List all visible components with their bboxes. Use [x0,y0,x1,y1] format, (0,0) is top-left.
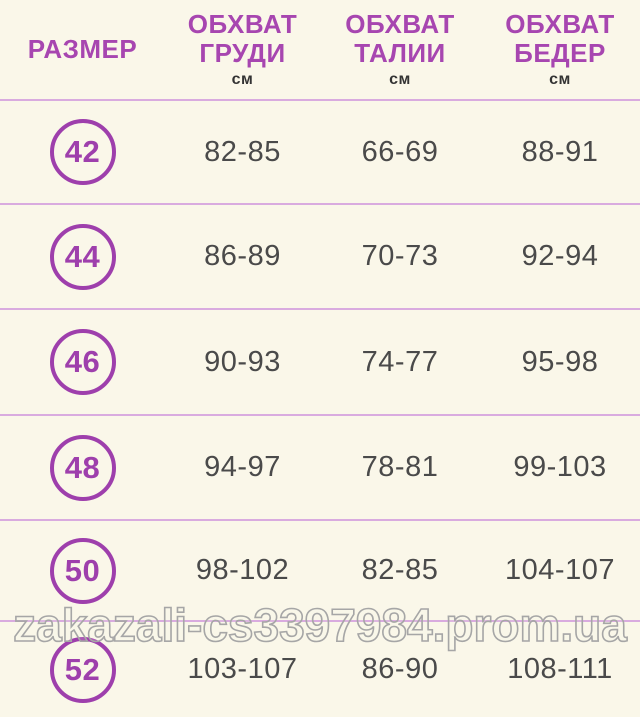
table-row: 50 98-102 82-85 104-107 [0,519,640,620]
column-header-chest: ОБХВАТ ГРУДИ см [165,8,320,90]
chest-value: 82-85 [204,135,281,168]
table-row: 48 94-97 78-81 99-103 [0,414,640,519]
column-header-waist: ОБХВАТ ТАЛИИ см [320,8,480,90]
waist-value: 86-90 [361,653,439,685]
size-cell: 42 [0,119,165,185]
table-row: 42 82-85 66-69 88-91 [0,101,640,203]
size-value: 50 [64,552,101,588]
size-cell: 50 [0,537,165,604]
size-badge: 48 [49,434,116,501]
hips-value: 88-91 [521,135,599,168]
waist-value: 70-73 [361,240,439,272]
size-value: 48 [64,449,101,485]
waist-value: 78-81 [361,451,439,483]
size-badge: 50 [49,537,116,604]
column-header-size: РАЗМЕР [0,35,165,64]
size-value: 42 [64,134,101,169]
table-row: 44 86-89 70-73 92-94 [0,203,640,308]
chest-value: 94-97 [204,451,281,483]
table-row: 46 90-93 74-77 95-98 [0,308,640,414]
column-header-waist-line1: ОБХВАТ [345,8,455,39]
column-header-chest-line2: ГРУДИ [199,37,286,68]
waist-value: 74-77 [361,345,439,378]
table-row: 52 103-107 86-90 108-111 [0,620,640,717]
hips-value: 99-103 [513,451,607,483]
hips-value: 104-107 [505,554,615,586]
chest-value: 90-93 [204,345,281,378]
size-value: 44 [64,238,101,274]
chest-value: 103-107 [187,653,298,685]
hips-value: 95-98 [521,345,599,378]
size-badge: 46 [49,329,116,395]
column-header-chest-line1: ОБХВАТ [187,8,298,39]
size-badge: 42 [49,119,116,185]
column-header-size-label: РАЗМЕР [27,34,138,64]
size-cell: 46 [0,329,165,395]
column-header-waist-unit: см [389,70,411,88]
hips-value: 92-94 [521,240,599,272]
size-cell: 44 [0,223,165,290]
size-badge: 44 [49,223,116,290]
hips-value: 108-111 [507,653,613,685]
chest-value: 98-102 [195,554,290,586]
table-header: РАЗМЕР ОБХВАТ ГРУДИ см ОБХВАТ ТАЛИИ см О… [0,0,640,101]
size-cell: 48 [0,434,165,501]
size-badge: 52 [49,636,116,703]
waist-value: 82-85 [361,554,439,586]
column-header-hips: ОБХВАТ БЕДЕР см [480,8,640,90]
size-cell: 52 [0,636,165,703]
column-header-hips-unit: см [549,70,571,88]
waist-value: 66-69 [361,135,439,168]
column-header-hips-line1: ОБХВАТ [505,8,615,39]
chest-value: 86-89 [204,240,281,272]
column-header-hips-line2: БЕДЕР [514,37,606,68]
size-value: 52 [64,651,101,687]
column-header-chest-unit: см [231,70,254,88]
size-value: 46 [64,344,101,379]
column-header-waist-line2: ТАЛИИ [354,37,446,68]
